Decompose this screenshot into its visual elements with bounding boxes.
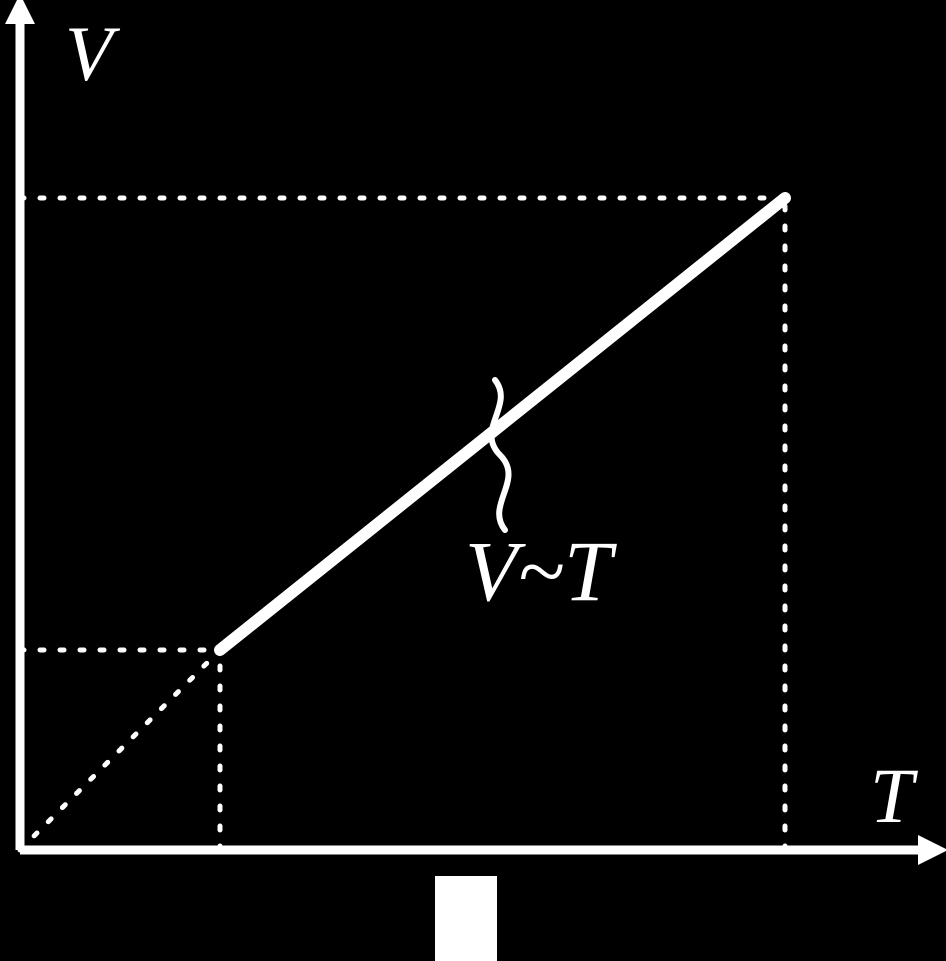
x-axis-label: T <box>870 752 918 839</box>
relation-label: V~T <box>465 523 617 619</box>
annotation-brace <box>491 380 508 530</box>
y-axis-label: V <box>65 10 121 97</box>
extrapolation-line <box>20 650 220 850</box>
bottom-block <box>435 876 497 961</box>
diagram-svg: V T V~T <box>0 0 946 961</box>
